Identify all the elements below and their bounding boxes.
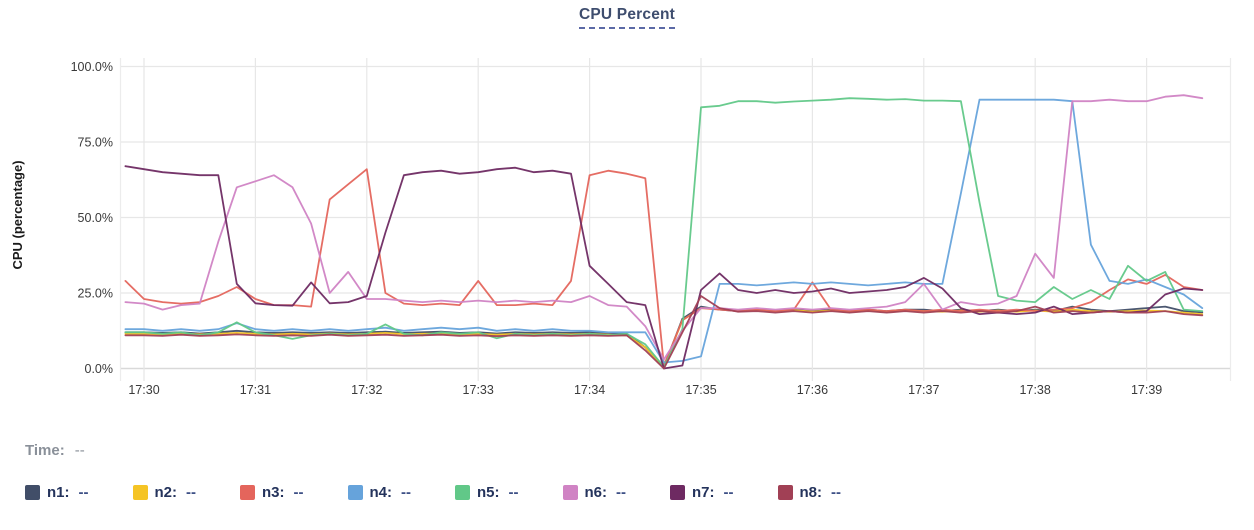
- legend-item-n6[interactable]: n6: --: [562, 484, 626, 501]
- cpu-line-chart[interactable]: 0.0% 25.0% 50.0% 75.0% 100.0% 17:30 17:31 17:32…: [0, 0, 1254, 420]
- chart-title-text[interactable]: CPU Percent: [578, 6, 676, 29]
- hover-time-readout: Time: --: [25, 442, 85, 459]
- x-tick-label: 17:31: [240, 383, 271, 397]
- legend-label-n3: n3:: [262, 484, 285, 501]
- y-gridlines: [120, 65, 1231, 370]
- series-lines: [124, 94, 1204, 370]
- legend-item-n7[interactable]: n7: --: [670, 484, 734, 501]
- legend-swatch-n6: [562, 485, 578, 500]
- legend-label-n8: n8:: [799, 484, 823, 501]
- x-tick-label: 17:37: [908, 383, 939, 397]
- legend-swatch-n5: [455, 485, 470, 500]
- y-tick-label: 100.0%: [71, 60, 113, 74]
- legend-value-n2: --: [186, 484, 196, 501]
- time-value: --: [74, 442, 85, 459]
- y-tick-label: 0.0%: [85, 362, 114, 376]
- legend-item-n4[interactable]: n4: --: [347, 484, 411, 501]
- legend-value-n4: --: [401, 484, 411, 501]
- legend-label-n7: n7:: [692, 484, 715, 501]
- legend-label-n5: n5:: [477, 484, 500, 501]
- x-tick-label: 17:36: [797, 383, 828, 397]
- series-n8-line: [124, 295, 1204, 370]
- legend-label-n1: n1:: [47, 484, 70, 501]
- legend-item-n3[interactable]: n3: --: [240, 484, 304, 501]
- series-n6-line: [124, 94, 1204, 361]
- chart-legend: n1: -- n2: -- n3: -- n4: -- n5: -- n6: -- n7: -- n8: --: [25, 484, 841, 501]
- legend-item-n5[interactable]: n5: --: [455, 484, 519, 501]
- legend-swatch-n8: [777, 485, 793, 500]
- legend-value-n8: --: [831, 484, 841, 501]
- series-n4-line: [124, 98, 1204, 364]
- x-tick-label: 17:30: [128, 383, 159, 397]
- x-tick-label: 17:34: [574, 383, 605, 397]
- x-tick-label: 17:39: [1131, 383, 1162, 397]
- legend-value-n7: --: [723, 484, 734, 501]
- legend-value-n6: --: [616, 484, 626, 501]
- legend-label-n6: n6:: [584, 484, 608, 501]
- legend-label-n4: n4:: [369, 484, 393, 501]
- legend-swatch-n1: [25, 485, 40, 500]
- legend-swatch-n2: [132, 485, 148, 500]
- y-axis-title: CPU (percentage): [10, 160, 25, 269]
- x-tick-label: 17:35: [685, 383, 716, 397]
- legend-label-n2: n2:: [154, 484, 178, 501]
- x-tick-label: 17:32: [351, 383, 382, 397]
- y-tick-label: 25.0%: [78, 287, 113, 301]
- legend-value-n3: --: [293, 484, 304, 501]
- legend-item-n1[interactable]: n1: --: [25, 484, 89, 501]
- legend-value-n1: --: [78, 484, 89, 501]
- x-tick-label: 17:38: [1020, 383, 1051, 397]
- legend-value-n5: --: [508, 484, 519, 501]
- series-n5-line: [124, 97, 1204, 368]
- time-label: Time:: [25, 442, 65, 459]
- legend-swatch-n4: [347, 485, 363, 500]
- legend-item-n2[interactable]: n2: --: [132, 484, 196, 501]
- x-tick-label: 17:33: [463, 383, 494, 397]
- y-tick-label: 75.0%: [78, 136, 113, 150]
- legend-swatch-n7: [670, 485, 685, 500]
- legend-item-n8[interactable]: n8: --: [777, 484, 841, 501]
- chart-title: CPU Percent: [0, 6, 1254, 29]
- y-tick-label: 50.0%: [78, 211, 113, 225]
- legend-swatch-n3: [240, 485, 255, 500]
